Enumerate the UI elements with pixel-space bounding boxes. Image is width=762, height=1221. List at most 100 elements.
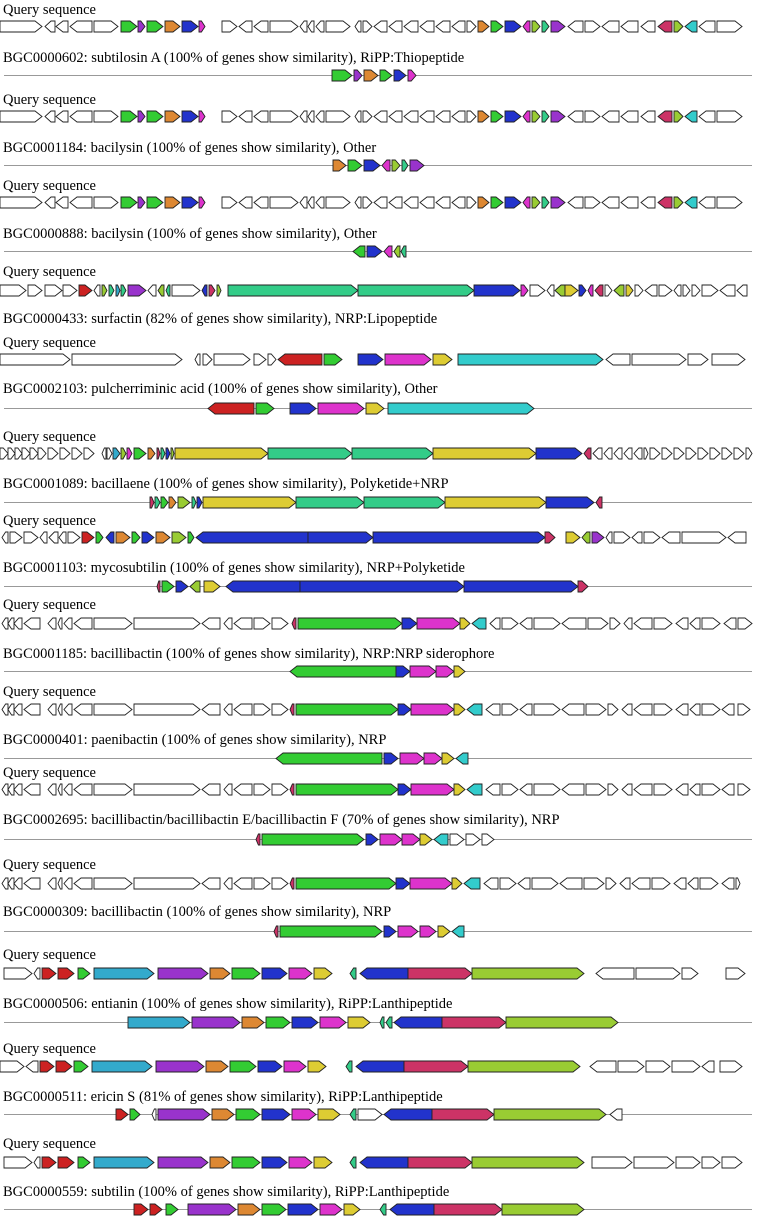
query-track-8-gene-31[interactable] — [675, 703, 689, 715]
reference-track-1-gene-1[interactable] — [347, 159, 363, 171]
query-track-5-gene-32[interactable] — [643, 447, 649, 459]
query-track-12-gene-20[interactable] — [701, 1060, 715, 1072]
query-track-13-gene-11[interactable] — [313, 1156, 333, 1168]
query-track-7-gene-7[interactable] — [73, 617, 93, 629]
query-track-11-gene-0[interactable] — [3, 967, 33, 979]
reference-track-11-gene-8[interactable] — [385, 1016, 393, 1028]
query-track-12-gene-3[interactable] — [55, 1060, 73, 1072]
query-track-11-gene-1[interactable] — [33, 967, 41, 979]
query-track-13-gene-5[interactable] — [93, 1156, 155, 1168]
query-track-10-gene-25[interactable] — [559, 877, 583, 889]
query-track-0-gene-21[interactable] — [373, 20, 388, 32]
query-track-1-gene-25[interactable] — [435, 110, 451, 122]
query-track-12-gene-8[interactable] — [229, 1060, 257, 1072]
query-track-1-gene-22[interactable] — [388, 110, 403, 122]
reference-track-4-gene-2[interactable] — [289, 402, 317, 414]
query-track-7-gene-31[interactable] — [675, 617, 689, 629]
query-track-9-gene-5[interactable] — [57, 783, 63, 795]
reference-track-1-gene-0[interactable] — [332, 159, 347, 171]
query-track-7-gene-3[interactable] — [23, 617, 41, 629]
query-track-11-gene-10[interactable] — [288, 967, 313, 979]
query-track-2-gene-7[interactable] — [146, 196, 164, 208]
reference-track-12-gene-7[interactable] — [291, 1108, 317, 1120]
reference-track-2-gene-0[interactable] — [352, 245, 366, 257]
query-track-5-gene-4[interactable] — [29, 447, 39, 459]
query-track-7-gene-8[interactable] — [93, 617, 133, 629]
reference-track-4-gene-1[interactable] — [255, 402, 275, 414]
query-track-8-gene-24[interactable] — [533, 703, 561, 715]
query-track-9-gene-27[interactable] — [607, 783, 619, 795]
query-track-13-gene-1[interactable] — [33, 1156, 41, 1168]
reference-track-0-gene-5[interactable] — [407, 69, 417, 81]
query-track-8-gene-23[interactable] — [519, 703, 533, 715]
query-track-2-gene-32[interactable] — [531, 196, 541, 208]
query-track-0-gene-23[interactable] — [403, 20, 419, 32]
reference-track-0-gene-4[interactable] — [393, 69, 407, 81]
query-track-7-gene-27[interactable] — [609, 617, 621, 629]
query-track-13-gene-9[interactable] — [261, 1156, 288, 1168]
reference-track-7-gene-4[interactable] — [453, 665, 466, 677]
query-track-12-gene-2[interactable] — [39, 1060, 55, 1072]
query-track-6-gene-29[interactable] — [727, 531, 747, 543]
reference-track-5-gene-0[interactable] — [149, 496, 155, 508]
query-track-0-gene-3[interactable] — [69, 20, 93, 32]
query-track-6-gene-25[interactable] — [631, 531, 643, 543]
query-track-6-gene-27[interactable] — [661, 531, 681, 543]
query-track-8-gene-15[interactable] — [289, 703, 295, 715]
reference-track-5-gene-7[interactable] — [202, 496, 297, 508]
query-track-10-gene-3[interactable] — [23, 877, 41, 889]
query-track-0-gene-6[interactable] — [137, 20, 146, 32]
query-track-8-gene-5[interactable] — [57, 703, 63, 715]
query-track-6-gene-23[interactable] — [605, 531, 613, 543]
query-track-12-gene-21[interactable] — [719, 1060, 743, 1072]
query-track-2-gene-31[interactable] — [522, 196, 531, 208]
reference-track-6-gene-7[interactable] — [463, 580, 579, 592]
query-track-3-gene-2[interactable] — [44, 284, 63, 296]
query-track-3-gene-24[interactable] — [554, 284, 566, 296]
query-track-4-gene-4[interactable] — [213, 353, 251, 365]
reference-track-5-gene-8[interactable] — [295, 496, 365, 508]
reference-track-13-gene-5[interactable] — [261, 1203, 287, 1215]
query-track-12-gene-15[interactable] — [467, 1060, 581, 1072]
query-track-2-gene-5[interactable] — [120, 196, 138, 208]
query-track-9-gene-15[interactable] — [289, 783, 295, 795]
query-track-7-gene-5[interactable] — [57, 617, 63, 629]
query-track-6-gene-16[interactable] — [195, 531, 309, 543]
query-track-6-gene-4[interactable] — [48, 531, 59, 543]
query-track-2-gene-21[interactable] — [373, 196, 388, 208]
query-track-7-gene-19[interactable] — [459, 617, 471, 629]
query-track-1-gene-3[interactable] — [69, 110, 93, 122]
query-track-5-gene-14[interactable] — [126, 447, 133, 459]
reference-track-10-gene-4[interactable] — [419, 925, 437, 937]
query-track-1-gene-5[interactable] — [120, 110, 138, 122]
reference-track-8-gene-1[interactable] — [383, 752, 399, 764]
query-track-12-gene-0[interactable] — [0, 1060, 25, 1072]
query-track-3-gene-23[interactable] — [546, 284, 555, 296]
query-track-4-gene-11[interactable] — [432, 353, 453, 365]
query-track-6-gene-21[interactable] — [581, 531, 591, 543]
query-track-10-gene-16[interactable] — [295, 877, 397, 889]
query-track-13-gene-7[interactable] — [209, 1156, 231, 1168]
query-track-2-gene-29[interactable] — [490, 196, 504, 208]
query-track-8-gene-33[interactable] — [701, 703, 721, 715]
query-track-5-gene-37[interactable] — [697, 447, 709, 459]
query-track-10-gene-31[interactable] — [673, 877, 687, 889]
query-track-11-gene-3[interactable] — [57, 967, 75, 979]
reference-track-7-gene-2[interactable] — [409, 665, 437, 677]
query-track-2-gene-3[interactable] — [69, 196, 93, 208]
query-track-13-gene-20[interactable] — [721, 1156, 743, 1168]
query-track-0-gene-2[interactable] — [55, 20, 69, 32]
query-track-7-gene-29[interactable] — [633, 617, 653, 629]
reference-track-12-gene-12[interactable] — [431, 1108, 495, 1120]
query-track-5-gene-0[interactable] — [0, 447, 9, 459]
reference-track-6-gene-8[interactable] — [577, 580, 589, 592]
query-track-0-gene-40[interactable] — [657, 20, 673, 32]
query-track-5-gene-34[interactable] — [661, 447, 673, 459]
query-track-10-gene-26[interactable] — [583, 877, 605, 889]
query-track-9-gene-1[interactable] — [7, 783, 15, 795]
query-track-2-gene-35[interactable] — [567, 196, 584, 208]
reference-track-8-gene-5[interactable] — [455, 752, 469, 764]
query-track-0-gene-19[interactable] — [354, 20, 362, 32]
query-track-9-gene-20[interactable] — [466, 783, 483, 795]
query-track-1-gene-8[interactable] — [164, 110, 181, 122]
